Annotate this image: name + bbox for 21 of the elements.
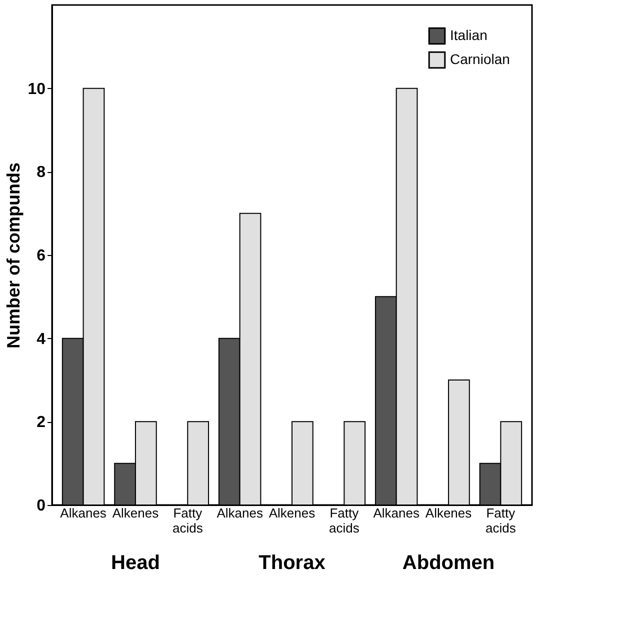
legend-label: Italian [450, 27, 488, 43]
text: Head [111, 552, 160, 574]
legend-label: Carniolan [450, 51, 510, 67]
y-tick-label: 4 [36, 330, 46, 348]
x-tick-label: Fatty acids [486, 506, 516, 536]
y-tick-label: 6 [36, 248, 46, 264]
x-tick-label: Fatty acids [328, 506, 360, 536]
y-tick-label: 8 [36, 164, 46, 182]
y-tick-label: 0 [36, 498, 46, 514]
x-tick-label: Alkenes [268, 506, 316, 520]
x-tick-label: Alkenes [112, 506, 160, 520]
y-tick-label: 10 [28, 80, 46, 98]
y-axis-title: Number of compunds [4, 162, 24, 349]
text: Thorax [258, 552, 326, 574]
x-tick-label: Alkanes [373, 506, 420, 520]
x-tick-label: Alkanes [216, 506, 264, 520]
x-tick-label: Alkanes [60, 506, 107, 520]
x-tick-label: Alkenes [425, 506, 472, 520]
y-tick-label: 2 [36, 414, 46, 432]
x-tick-label: Fatty acids [172, 506, 204, 536]
text: Abdomen [402, 552, 495, 574]
